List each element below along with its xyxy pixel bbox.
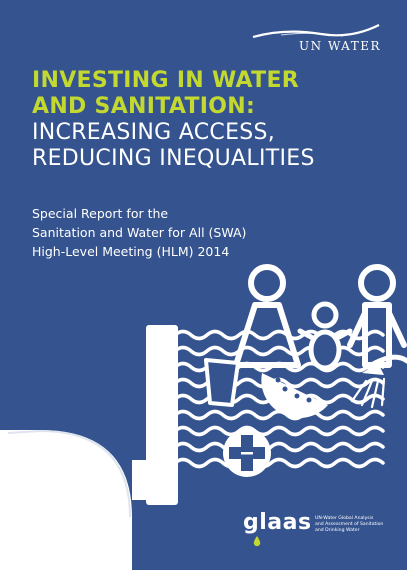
subtitle-line-2: Sanitation and Water for All (SWA): [32, 225, 247, 240]
glaas-desc-line-3: and Drinking Water: [315, 528, 360, 533]
un-water-logo: UN WATER: [251, 22, 381, 56]
wave-swoosh-icon: [252, 24, 380, 39]
baby-figure-icon: [297, 301, 353, 371]
title-line-3: INCREASING ACCESS,: [32, 120, 276, 145]
cover-illustration: [0, 264, 407, 570]
title-line-4: REDUCING INEQUALITIES: [32, 146, 315, 171]
title-line-2: AND SANITATION:: [32, 94, 256, 119]
title-line-1: INVESTING IN WATER: [32, 68, 300, 93]
glaas-description: UN-Water Global Analysis and Assessment …: [315, 516, 395, 534]
subtitle-line-3: High-Level Meeting (HLM) 2014: [32, 244, 230, 259]
water-drop-icon: [253, 536, 261, 547]
page-title: INVESTING IN WATER AND SANITATION: INCRE…: [32, 68, 402, 172]
glaas-logo: glaas UN-Water Global Analysis and Asses…: [243, 510, 393, 550]
watermelon-slice-icon: [261, 373, 328, 419]
woman-figure-icon: [233, 264, 301, 368]
drinking-glass-icon: [204, 358, 240, 407]
report-subtitle: Special Report for the Sanitation and Wa…: [32, 204, 392, 261]
shower-head-icon: [350, 354, 407, 409]
man-figure-icon: [347, 264, 407, 368]
un-water-logo-text: UN WATER: [299, 39, 381, 53]
water-pipe-icon: [0, 325, 178, 570]
subtitle-line-1: Special Report for the: [32, 206, 169, 221]
glaas-desc-line-2: and Assessment of Sanitation: [315, 522, 384, 527]
glaas-wordmark: glaas: [243, 510, 312, 535]
glaas-desc-line-1: UN-Water Global Analysis: [315, 516, 374, 521]
health-cross-icon: [223, 429, 271, 477]
